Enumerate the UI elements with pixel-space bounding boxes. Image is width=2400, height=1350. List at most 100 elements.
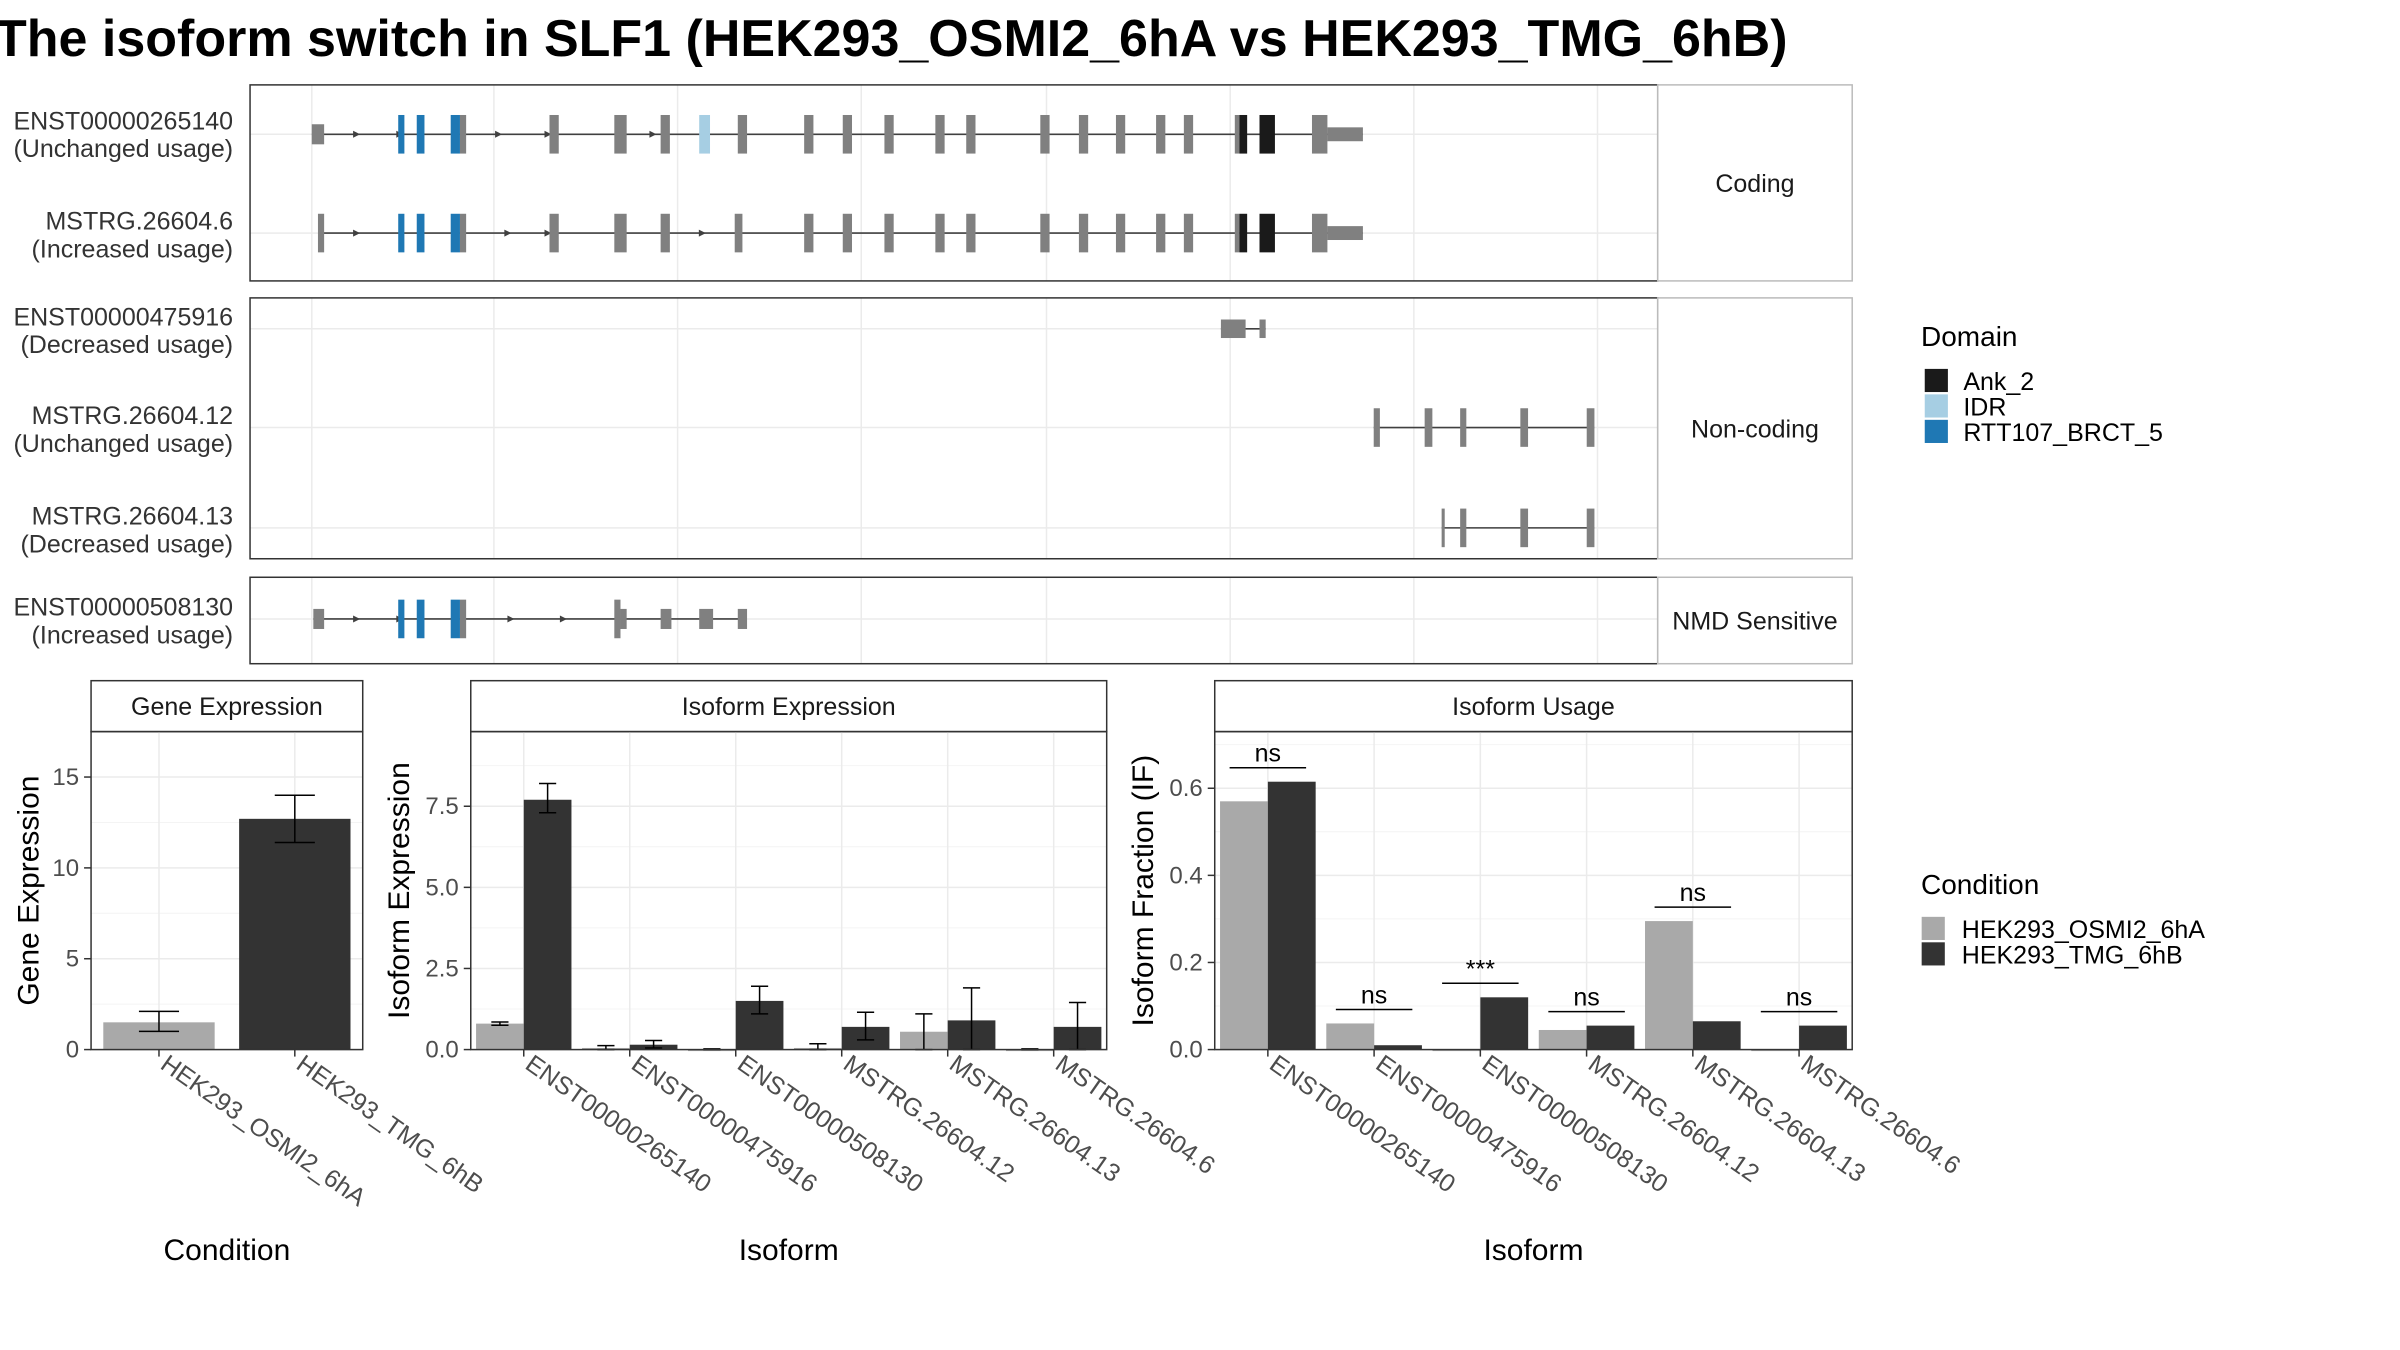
exon-block xyxy=(737,608,748,629)
bar xyxy=(1645,921,1693,1050)
strand-arrow xyxy=(353,130,361,138)
exon-block xyxy=(416,599,425,639)
structure-facet: NMD Sensitive xyxy=(249,576,1853,665)
exon-block xyxy=(1078,213,1089,253)
x-axis-title: Condition xyxy=(164,1234,291,1267)
exon-block xyxy=(737,114,748,154)
panel-title: Gene Expression xyxy=(131,693,323,721)
exon-block xyxy=(1311,114,1328,154)
bar xyxy=(1538,1029,1587,1050)
y-tick-label: 0.4 xyxy=(1169,862,1202,889)
significance-label: ns xyxy=(1361,981,1387,1009)
exon-block xyxy=(1183,114,1194,154)
condition-legend-key xyxy=(1921,916,1945,940)
domain-legend-key xyxy=(1924,394,1948,418)
condition-legend-key xyxy=(1921,942,1945,966)
exon-block xyxy=(699,608,714,629)
strand-arrow xyxy=(544,130,552,138)
exon-block xyxy=(660,608,672,629)
exon-block xyxy=(842,114,853,154)
exon-block xyxy=(734,213,743,253)
facet-strip-label: Coding xyxy=(1715,170,1794,198)
exon-block xyxy=(1220,319,1246,339)
exon-block xyxy=(398,213,405,253)
strand-arrow xyxy=(559,615,567,623)
strand-arrow xyxy=(504,229,512,237)
transcript-usage-label: (Decreased usage) xyxy=(20,530,233,558)
y-tick-label: 0.2 xyxy=(1169,949,1202,976)
condition-legend-title: Condition xyxy=(1921,869,2039,900)
exon-block xyxy=(317,213,325,253)
strand-arrow xyxy=(353,615,361,623)
x-tick-label: ENST00000508130 xyxy=(732,1050,928,1199)
condition-legend-label: HEK293_OSMI2_6hA xyxy=(1962,916,2206,944)
exon-block xyxy=(1156,213,1166,253)
transcript-id-label: ENST00000508130 xyxy=(13,594,233,622)
x-tick-label: ENST00000265140 xyxy=(520,1050,716,1199)
exon-block xyxy=(459,599,467,639)
exon-block xyxy=(450,213,460,253)
bar xyxy=(1799,1025,1847,1050)
y-tick-label: 7.5 xyxy=(425,793,458,820)
significance-label: ns xyxy=(1786,984,1812,1012)
y-tick-label: 10 xyxy=(52,855,79,882)
exon-block xyxy=(1239,213,1248,253)
x-axis-title: Isoform xyxy=(739,1234,839,1267)
y-axis-title: Isoform Expression xyxy=(383,762,416,1019)
transcript-structure-panel: Coding Non-coding NMD Sensitive ENST0000026… xyxy=(13,84,1853,665)
bar-charts: Gene Expression051015HEK293_OSMI2_6hAHEK… xyxy=(13,679,1965,1267)
exon-block xyxy=(1460,408,1467,447)
x-tick-label: MSTRG.26604.13 xyxy=(944,1050,1125,1189)
transcript-row: MSTRG.26604.13(Decreased usage) xyxy=(20,503,1595,558)
exon-block xyxy=(416,114,425,154)
x-tick-label: ENST00000475916 xyxy=(1371,1050,1567,1199)
exon-block xyxy=(1040,213,1050,253)
exon-block xyxy=(398,599,405,639)
panel-strip xyxy=(90,679,364,733)
transcript-row: MSTRG.26604.6(Increased usage) xyxy=(32,208,1363,264)
bar-chart-panel: Isoform Expression 0.0 2.5 5.0 7.5 ENST000002… xyxy=(383,679,1220,1267)
y-tick-label: 15 xyxy=(52,764,79,791)
exon-block xyxy=(966,114,976,154)
transcript-row: MSTRG.26604.12(Unchanged usage) xyxy=(13,402,1595,458)
x-tick-label: ENST00000265140 xyxy=(1264,1050,1460,1199)
exon-block xyxy=(459,114,467,154)
transcript-row: ENST00000265140(Unchanged usage) xyxy=(13,107,1363,163)
exon-block xyxy=(935,213,945,253)
transcript-id-label: ENST00000265140 xyxy=(13,107,233,135)
bar xyxy=(476,1023,524,1050)
exon-block xyxy=(1259,213,1275,253)
exon-block xyxy=(1373,408,1380,447)
exon-block xyxy=(884,114,894,154)
exon-block xyxy=(1586,408,1595,447)
domain-legend-key xyxy=(1924,419,1948,443)
strand-arrow xyxy=(353,229,361,237)
exon-block xyxy=(1586,508,1595,548)
exon-block xyxy=(549,114,559,154)
transcript-usage-label: (Increased usage) xyxy=(32,236,234,264)
bar xyxy=(1374,1045,1422,1050)
y-tick-label: 0 xyxy=(66,1037,79,1064)
transcript-id-label: ENST00000475916 xyxy=(13,303,233,331)
exon-block xyxy=(1327,127,1363,142)
y-tick-label: 0.0 xyxy=(1169,1037,1202,1064)
y-axis-title: Isoform Fraction (IF) xyxy=(1127,755,1160,1027)
facet-strip xyxy=(1656,297,1853,560)
significance-label: ns xyxy=(1255,740,1281,768)
domain-legend-key xyxy=(1924,368,1948,393)
bar-chart-panel: Isoform Usage ns ns *** ns ns ns 0.0 0.2 0.4 0.6 EN… xyxy=(1127,679,1965,1267)
exon-block xyxy=(1311,213,1328,253)
y-tick-label: 2.5 xyxy=(425,955,458,982)
panel-title: Isoform Expression xyxy=(682,693,896,721)
x-tick-label: MSTRG.26604.12 xyxy=(1583,1050,1764,1189)
transcript-id-label: MSTRG.26604.13 xyxy=(32,503,234,531)
significance-label: ns xyxy=(1680,879,1706,907)
exon-block xyxy=(1234,213,1240,253)
exon-block xyxy=(1078,114,1089,154)
facet-strip-label: Non-coding xyxy=(1691,415,1819,443)
panel-border xyxy=(1213,730,1853,1051)
exon-block xyxy=(1520,408,1529,447)
domain-legend-title: Domain xyxy=(1921,321,2017,352)
panel-border xyxy=(470,730,1108,1051)
domain-legend-label: Ank_2 xyxy=(1963,368,2034,396)
